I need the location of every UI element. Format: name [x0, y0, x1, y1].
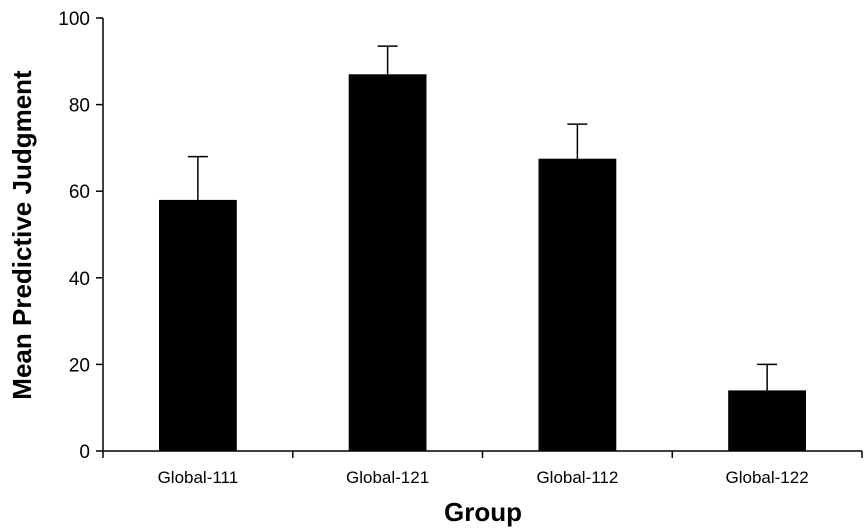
y-ticks-layer: 0 20 40 60 80 100: [58, 9, 863, 463]
bar-global-122: [728, 390, 806, 451]
y-tick-label: 80: [69, 96, 90, 117]
y-tick-label: 20: [69, 355, 90, 376]
y-tick-label: 100: [58, 9, 90, 30]
x-axis-title: Group: [444, 497, 522, 527]
bar-global-112: [538, 158, 617, 451]
x-categories-layer: Global-111 Global-121 Global-112 Global-122: [158, 468, 809, 487]
y-axis-title: Mean Predictive Judgment: [7, 70, 37, 400]
bar-global-121: [348, 74, 427, 452]
x-category-label: Global-121: [346, 468, 429, 487]
y-tick-label: 60: [69, 182, 90, 203]
bar-global-111: [159, 199, 237, 451]
bars-layer: [159, 74, 806, 452]
error-bars-layer: [187, 45, 778, 391]
x-category-label: Global-122: [726, 468, 809, 487]
x-category-label: Global-111: [158, 468, 239, 487]
y-tick-label: 0: [79, 442, 90, 463]
x-category-label: Global-112: [536, 468, 618, 487]
y-tick-label: 40: [69, 269, 90, 290]
